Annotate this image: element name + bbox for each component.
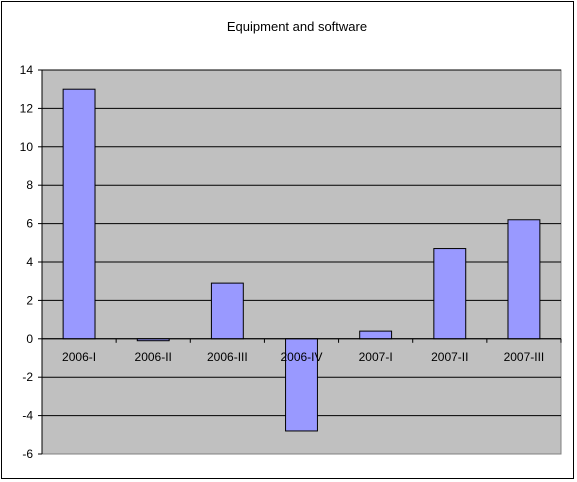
bar	[359, 330, 393, 340]
bar	[210, 282, 244, 340]
bar	[433, 248, 467, 340]
x-tick-label: 2007-III	[504, 350, 545, 364]
y-tick-label: 2	[26, 293, 33, 307]
x-axis: 2006-I 2006-II 2006-III 2006-IV 2007-I 2007-I…	[41, 338, 562, 364]
chart-title: Equipment and software	[227, 19, 367, 34]
y-tick-label: -6	[22, 447, 33, 461]
x-tick-label: 2006-I	[62, 350, 96, 364]
y-tick-label: 0	[26, 332, 33, 346]
y-tick-label: 12	[20, 101, 34, 115]
x-tick-label: 2006-II	[135, 350, 172, 364]
x-tick-label: 2007-I	[359, 350, 393, 364]
x-tick-label: 2006-III	[207, 350, 248, 364]
bars	[62, 88, 541, 432]
bar	[507, 219, 541, 340]
x-tick-label: 2006-IV	[280, 350, 322, 364]
y-tick-label: 6	[26, 217, 33, 231]
x-tick-label: 2007-II	[431, 350, 468, 364]
y-tick-label: 4	[26, 255, 33, 269]
y-tick-label: -4	[22, 409, 33, 423]
y-axis: 14 12 10 8 6 4 2 0 -2 -4 -6	[20, 63, 43, 461]
y-tick-label: -2	[22, 370, 33, 384]
y-tick-label: 10	[20, 140, 34, 154]
bar	[62, 88, 96, 340]
y-tick-label: 8	[26, 178, 33, 192]
y-tick-label: 14	[20, 63, 34, 77]
